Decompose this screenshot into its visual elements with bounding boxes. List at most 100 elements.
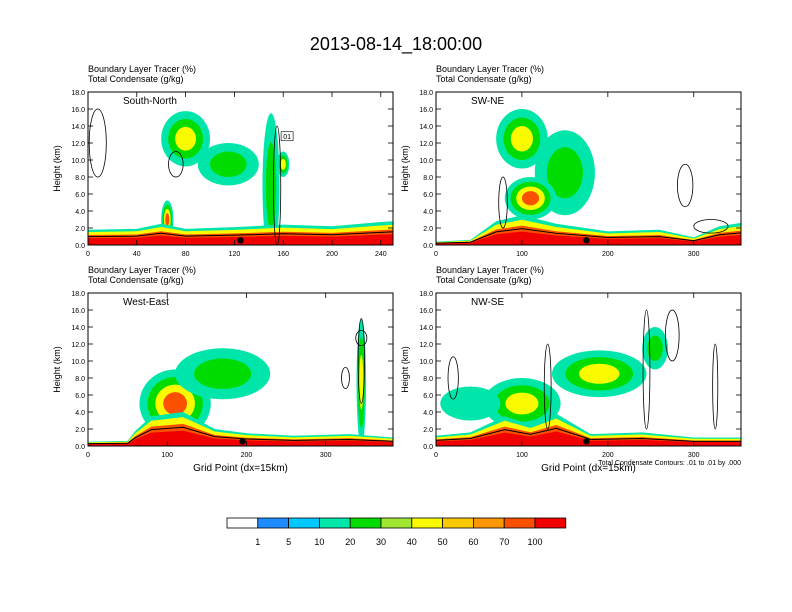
colorbar-swatch xyxy=(257,517,289,529)
x-tick-label: 100 xyxy=(516,452,528,459)
plot-frame xyxy=(87,292,394,447)
contour-label: 01 xyxy=(283,134,291,141)
x-tick-label: 100 xyxy=(516,251,528,258)
y-tick-label: 0.0 xyxy=(75,243,85,250)
y-tick-label: 16.0 xyxy=(71,308,85,315)
x-tick-label: 200 xyxy=(602,251,614,258)
colorbar-tick-label: 5 xyxy=(286,537,291,547)
terrain-line xyxy=(88,426,393,445)
tracer-plume-2-level-70 xyxy=(521,191,540,206)
plot-area xyxy=(88,108,393,245)
tracer-plume-4-level-40 xyxy=(280,158,286,170)
y-tick-label: 6.0 xyxy=(75,393,85,400)
y-tick-label: 12.0 xyxy=(71,141,85,148)
y-tick-label: 2.0 xyxy=(423,427,433,434)
condensate-contour-1 xyxy=(273,125,282,245)
y-tick-label: 0.0 xyxy=(75,444,85,451)
plot-frame xyxy=(435,292,742,447)
colorbar-swatch xyxy=(380,517,413,529)
colorbar-tick-label: 40 xyxy=(407,537,417,547)
y-tick-label: 6.0 xyxy=(75,192,85,199)
colorbar-swatch xyxy=(318,517,351,529)
y-tick-label: 12.0 xyxy=(419,342,433,349)
x-tick-label: 300 xyxy=(688,452,700,459)
plot-frame xyxy=(435,91,742,246)
condensate-contour-0 xyxy=(677,163,694,208)
colorbar-tick-label: 1 xyxy=(255,537,260,547)
colorbar-tick-label: 100 xyxy=(527,537,542,547)
y-tick-label: 4.0 xyxy=(75,410,85,417)
x-tick-label: 0 xyxy=(434,452,438,459)
tracer-plume-0-level-70 xyxy=(163,392,188,415)
y-tick-label: 10.0 xyxy=(71,158,85,165)
x-tick-label: 300 xyxy=(688,251,700,258)
colorbar-swatch xyxy=(349,517,382,529)
tracer-plume-2-level-20 xyxy=(210,151,247,177)
tracer-plume-3-level-20 xyxy=(265,142,277,229)
condensate-contour-2 xyxy=(693,219,729,234)
x-tick-label: 240 xyxy=(375,251,387,258)
tracer-plume-0-level-70 xyxy=(165,213,170,226)
y-tick-label: 14.0 xyxy=(419,124,433,131)
surface-point-marker xyxy=(239,438,246,445)
x-tick-label: 0 xyxy=(434,251,438,258)
y-tick-label: 0.0 xyxy=(423,243,433,250)
colorbar-swatch xyxy=(411,517,443,529)
condensate-contour-2 xyxy=(712,343,719,430)
tracer-plume-0-level-40 xyxy=(578,363,620,384)
condensate-contour-1 xyxy=(498,176,508,229)
boundary-layer-level-100 xyxy=(88,430,393,446)
panel-label: South-North xyxy=(123,96,177,107)
contour-note: Total Condensate Contours: .01 to .01 by… xyxy=(598,460,741,467)
surface-point-marker xyxy=(583,237,590,244)
colorbar-tick-label: 70 xyxy=(499,537,509,547)
colorbar-tick-label: 20 xyxy=(345,537,355,547)
panel-west-east: Boundary Layer Tracer (%)Total Condensat… xyxy=(52,265,394,474)
colorbar-tick-label: 60 xyxy=(468,537,478,547)
tracer-plume-1-level-40 xyxy=(175,126,197,151)
tracer-plume-1-level-20 xyxy=(546,147,583,199)
panel-nw-se: Boundary Layer Tracer (%) Total Condensat… xyxy=(400,265,742,474)
terrain-line xyxy=(436,228,741,244)
x-tick-label: 200 xyxy=(241,452,253,459)
condensate-contour-1 xyxy=(543,343,552,430)
panel-subtitle-tracer: Boundary Layer Tracer (%) xyxy=(436,64,544,74)
boundary-layer-level-100 xyxy=(436,431,741,446)
y-tick-label: 12.0 xyxy=(419,141,433,148)
plot-frame xyxy=(87,91,394,246)
x-tick-label: 100 xyxy=(161,452,173,459)
contour-label-box xyxy=(280,131,294,142)
plot-area xyxy=(436,109,741,245)
panel-subtitle-condensate: Total Condensate (g/kg) xyxy=(436,74,532,84)
y-tick-label: 18.0 xyxy=(71,291,85,298)
y-tick-label: 6.0 xyxy=(423,393,433,400)
panel-subtitle-condensate: Total Condensate (g/kg) xyxy=(88,275,184,285)
x-tick-label: 0 xyxy=(86,251,90,258)
panel-south-north: Boundary Layer Tracer (%)Total Condensat… xyxy=(52,64,394,258)
colorbar-swatch xyxy=(472,517,505,529)
x-axis-label: Grid Point (dx=15km) xyxy=(193,463,288,474)
y-tick-label: 18.0 xyxy=(419,291,433,298)
colorbar-swatch xyxy=(503,517,536,529)
y-axis-label: Height (km) xyxy=(400,346,410,393)
condensate-contour-0 xyxy=(357,318,365,404)
y-tick-label: 10.0 xyxy=(71,359,85,366)
y-tick-label: 8.0 xyxy=(423,376,433,383)
plot-area xyxy=(436,309,741,446)
x-tick-label: 300 xyxy=(320,452,332,459)
colorbar-tick-label: 50 xyxy=(438,537,448,547)
x-tick-label: 120 xyxy=(229,251,241,258)
colorbar-swatch xyxy=(226,517,259,529)
surface-point-marker xyxy=(583,438,590,445)
y-axis-label: Height (km) xyxy=(52,346,62,393)
colorbar-swatch xyxy=(534,517,567,529)
y-tick-label: 12.0 xyxy=(71,342,85,349)
panel-subtitle-tracer: Boundary Layer Tracer (%) xyxy=(88,64,196,74)
condensate-contour-2 xyxy=(168,151,184,178)
panel-subtitle-tracer: Boundary Layer Tracer (%) xyxy=(436,265,544,275)
panel-subtitle-condensate: Total Condensate (g/kg) xyxy=(88,74,184,84)
y-axis-label: Height (km) xyxy=(400,145,410,192)
tracer-plume-3-level-10 xyxy=(440,386,501,421)
condensate-contour-1 xyxy=(341,366,350,390)
y-tick-label: 14.0 xyxy=(71,124,85,131)
